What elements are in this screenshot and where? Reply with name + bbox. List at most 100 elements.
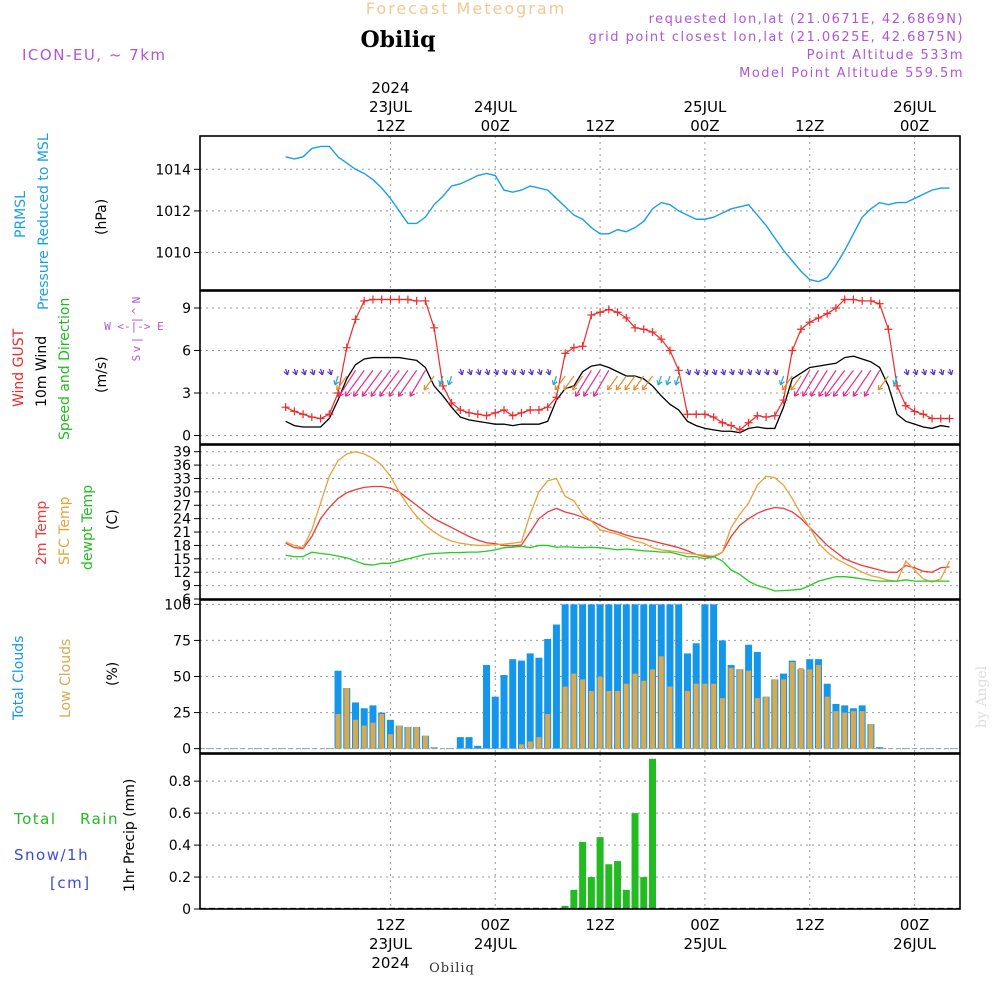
wind-dir-arrowhead [755,369,762,376]
wind-dir-arrowhead [318,369,325,376]
wind-dir-arrow [794,370,811,397]
wind-dir-arrow [575,370,592,397]
low-cloud-bar [545,714,551,749]
wind-dir-arrow [448,375,453,386]
gust-marker [604,305,613,314]
gust-marker [281,403,290,412]
wind-dir-arrowhead [763,369,770,376]
wind-dir-arrowhead [624,384,630,391]
compass-we: W <-|-> E [104,320,164,333]
prmsl-line [285,145,950,283]
wind-dir-arrowhead [409,391,415,397]
total-cloud-bar [500,675,508,749]
low-cloud-bar [571,673,577,749]
wind-dir-arrowhead [536,369,543,376]
wind-dir-arrow [818,370,837,397]
panel-5: 0 0.2 0.4 0.6 0.8 [169,753,961,918]
y-tick-label: 6 [182,592,191,608]
bottom-time-label: 00Z [900,916,929,934]
wind-dir-arrow [593,370,610,397]
gust-marker [368,295,377,304]
y-tick-label: 12 [173,565,191,581]
gust-marker [639,325,648,334]
wind-dir-arrowhead [344,391,351,397]
gust-marker [718,418,727,427]
total-cloud-bar [526,653,534,749]
panel-4: 0 25 50 75 100 [164,597,961,758]
wind-dir-arrow [877,375,889,391]
gust-marker [508,411,517,420]
low-cloud-bar [754,698,760,749]
total-cloud-bar [675,604,683,749]
low-cloud-bar [431,747,437,749]
gust-marker [561,349,570,358]
y-tick-label: 3 [182,386,191,402]
y-tick-label: 33 [173,471,191,487]
total-cloud-bar [491,696,499,749]
sfctemp-line [285,451,951,583]
wind-dir-arrowhead [583,391,589,397]
wind-dir-arrowhead [781,384,788,391]
gust-marker [936,414,945,423]
total-cloud-bar [552,624,560,749]
bottom-time-label: 12Z [585,916,614,934]
low-cloud-bar [623,683,629,749]
top-time-label: 12Z [376,117,405,135]
gust-marker [299,410,308,419]
low-cloud-bar [588,690,594,749]
wind-dir-arrowhead [300,369,307,376]
wind-dir-arrowhead [338,391,344,397]
gust-marker [945,414,954,423]
y-tick-label: 6 [182,344,191,360]
gust-marker [613,308,622,317]
top-time-label: 26JUL [893,98,936,116]
gust-marker [500,406,508,414]
low-cloud-bar [370,722,376,749]
low-cloud-bar [667,686,673,749]
low-cloud-bar [632,673,638,749]
wind-dir-arrowhead [728,369,735,376]
low-cloud-bar [580,679,586,749]
gust-marker [901,401,910,410]
wind-dir-arrow [572,375,584,391]
gust-marker [456,406,465,414]
gust-marker [526,406,535,414]
wind-dir-arrowhead [852,391,859,397]
wind-dir-arrowhead [947,369,954,376]
y-tick-label: 1014 [155,162,191,178]
bottom-time-label: 25JUL [683,935,726,953]
total-cloud-bar [544,638,552,749]
low-cloud-bar [518,744,524,749]
y-tick-label: 27 [173,498,191,514]
rain-bar [631,813,639,909]
gust-marker [727,421,736,430]
low-cloud-bar [798,667,804,749]
total-cloud-bar [587,604,595,749]
gust-marker [438,381,447,390]
wind-dir-arrow [388,369,409,397]
wind-dir-arrow [832,369,854,397]
wind-dir-arrowhead [746,369,753,376]
snow-label: Snow/1h [14,846,89,864]
wind-dir-arrowhead [802,391,808,397]
total-cloud-bar [509,659,517,749]
bottom-time-label: 24JUL [474,935,517,953]
wind-dir-arrowhead [693,369,700,376]
total-cloud-bar [640,604,648,749]
wind-dir-arrow [824,369,846,397]
cm-unit-label: [cm] [50,874,91,892]
y-tick-label: 0.2 [169,870,191,886]
gust-marker [569,343,578,352]
wind-dir-arrow [790,375,802,391]
bottom-time-label: 12Z [795,916,824,934]
wind-dir-arrowhead [327,369,333,376]
y-tick-label: 36 [173,458,191,474]
wind-dir-arrowhead [574,391,581,397]
total-cloud-bar [876,747,884,749]
y-tick-label: 0.4 [169,838,191,854]
total-cloud-bar [465,737,473,749]
wind-dir-arrow [344,369,365,397]
y-tick-label: 0.8 [169,774,191,790]
low-cloud-bar [728,667,734,749]
